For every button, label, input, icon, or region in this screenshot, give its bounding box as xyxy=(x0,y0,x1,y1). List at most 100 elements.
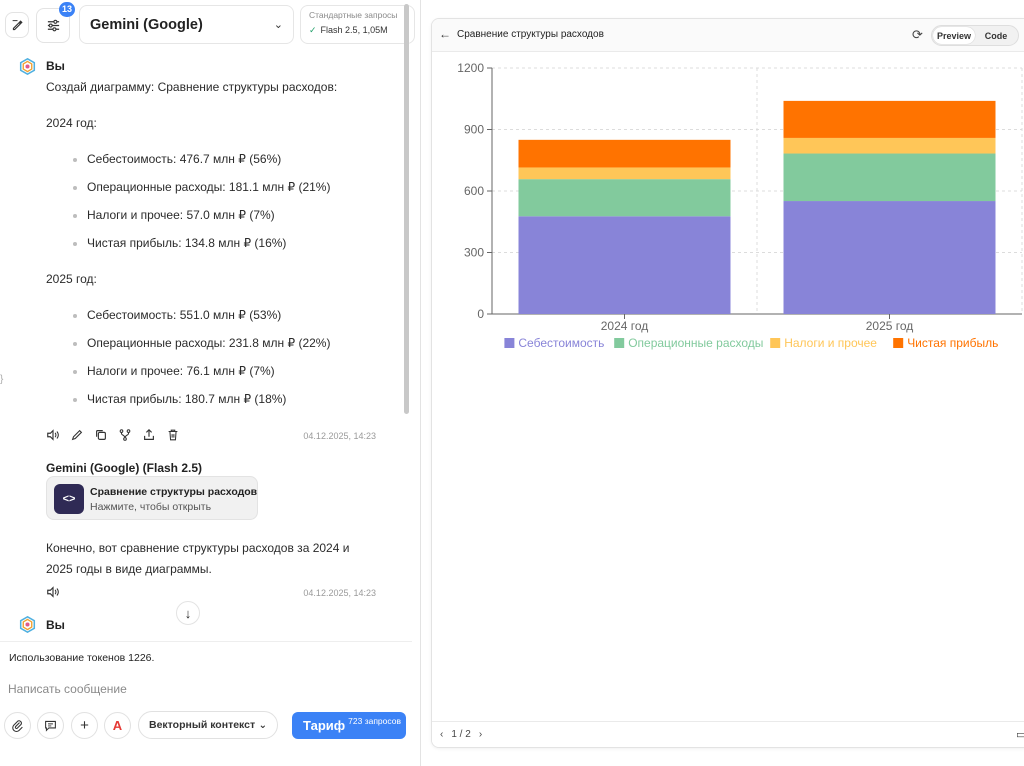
copy-icon[interactable] xyxy=(94,428,108,442)
x-tick-label: 2024 год xyxy=(601,319,649,333)
settings-badge: 13 xyxy=(58,2,75,17)
legend-label: Чистая прибыль xyxy=(907,336,998,350)
legend-swatch xyxy=(893,338,904,348)
chat-toolbar: 13 Gemini (Google) ⌄ Стандартные запросы… xyxy=(0,0,420,50)
tariff-requests: 723 запросов xyxy=(348,715,401,726)
tariff-label: Тариф xyxy=(303,718,346,733)
back-arrow-icon[interactable]: ← xyxy=(439,27,451,41)
artifact-card[interactable]: <> Сравнение структуры расходов Нажмите,… xyxy=(46,476,258,520)
trash-icon[interactable] xyxy=(166,428,180,442)
legend-swatch xyxy=(504,338,515,348)
list-item: Себестоимость: 476.7 млн ₽ (56%) xyxy=(87,152,282,166)
tab-preview[interactable]: Preview xyxy=(933,27,975,44)
list-item: Операционные расходы: 181.1 млн ₽ (21%) xyxy=(87,180,331,194)
view-toggle: Preview Code xyxy=(931,25,1019,46)
artifact-title: Сравнение структуры расходов xyxy=(90,486,258,498)
settings-button[interactable]: 13 xyxy=(36,2,75,43)
bar-segment xyxy=(783,100,996,138)
bar-segment xyxy=(518,179,731,217)
legend-swatch xyxy=(770,338,781,348)
code-icon: <> xyxy=(54,484,84,514)
user-message-year2: 2025 год: xyxy=(46,272,97,286)
user-avatar-icon xyxy=(19,616,36,633)
model-select[interactable]: Gemini (Google) ⌄ xyxy=(79,5,294,44)
list-bullet xyxy=(73,214,77,218)
font-button[interactable]: A xyxy=(104,712,131,739)
legend-swatch xyxy=(614,338,625,348)
pager-label: 1 / 2 xyxy=(451,729,471,740)
list-item: Налоги и прочее: 76.1 млн ₽ (7%) xyxy=(87,364,275,378)
next-message-author: Вы xyxy=(46,618,65,632)
chevron-down-icon: ⌄ xyxy=(273,19,283,31)
chevron-down-icon: ⌄ xyxy=(258,719,267,731)
message-input[interactable] xyxy=(8,682,388,696)
chevron-left-icon[interactable]: ‹ xyxy=(440,729,444,740)
chat-pane: 13 Gemini (Google) ⌄ Стандартные запросы… xyxy=(0,0,420,766)
pane-divider[interactable] xyxy=(420,0,421,766)
scroll-to-bottom-button[interactable]: ↓ xyxy=(176,601,200,625)
bar-segment xyxy=(518,139,731,168)
font-a-icon: A xyxy=(112,718,123,733)
user-message-author: Вы xyxy=(46,59,65,73)
tariff-button[interactable]: Тариф 723 запросов xyxy=(292,712,406,739)
speaker-icon[interactable] xyxy=(46,585,60,599)
plus-icon: + xyxy=(80,717,89,734)
pager: ‹ 1 / 2 › xyxy=(440,729,482,740)
user-message-year1: 2024 год: xyxy=(46,116,97,130)
speaker-icon[interactable] xyxy=(46,428,60,442)
list-bullet xyxy=(73,186,77,190)
composer: Использование токенов 1226. + A Векторны… xyxy=(0,641,412,766)
list-bullet xyxy=(73,370,77,374)
new-chat-button[interactable] xyxy=(5,12,29,38)
list-bullet xyxy=(73,342,77,346)
chat-bubble-icon xyxy=(45,720,56,732)
list-item: Себестоимость: 551.0 млн ₽ (53%) xyxy=(87,308,282,322)
artifact-subtitle: Нажмите, чтобы открыть xyxy=(90,501,212,513)
attach-button[interactable] xyxy=(4,712,31,739)
refresh-icon[interactable]: ⟳ xyxy=(912,27,923,42)
branch-icon[interactable] xyxy=(118,428,132,442)
standard-requests-title: Стандартные запросы xyxy=(309,10,398,20)
prompts-button[interactable] xyxy=(37,712,64,739)
legend-label: Себестоимость xyxy=(518,336,604,350)
assistant-message-text: 2025 годы в виде диаграммы. xyxy=(46,562,212,576)
y-tick-label: 600 xyxy=(464,184,484,198)
window-icon[interactable]: ▭ xyxy=(1016,728,1024,741)
share-icon[interactable] xyxy=(142,428,156,442)
tab-code[interactable]: Code xyxy=(984,30,1008,41)
y-tick-label: 900 xyxy=(464,123,484,137)
bar-segment xyxy=(518,167,731,180)
standard-requests-value: Flash 2.5, 1,05M xyxy=(320,25,388,35)
list-bullet xyxy=(73,314,77,318)
bar-segment xyxy=(783,153,996,202)
y-tick-label: 300 xyxy=(464,246,484,260)
list-item: Чистая прибыль: 134.8 млн ₽ (16%) xyxy=(87,236,287,250)
assistant-message-actions xyxy=(46,585,60,599)
standard-requests-box[interactable]: Стандартные запросы ✓ Flash 2.5, 1,05M xyxy=(300,5,415,44)
assistant-message-author: Gemini (Google) (Flash 2.5) xyxy=(46,461,203,475)
list-item: Налоги и прочее: 57.0 млн ₽ (7%) xyxy=(87,208,275,222)
vector-context-select[interactable]: Векторный контекст ⌄ xyxy=(138,711,278,739)
user-message-timestamp: 04.12.2025, 14:23 xyxy=(303,431,376,441)
paperclip-icon xyxy=(12,720,23,732)
edit-icon xyxy=(12,19,23,30)
list-item: Операционные расходы: 231.8 млн ₽ (22%) xyxy=(87,336,331,350)
chevron-right-icon[interactable]: › xyxy=(478,729,483,740)
pencil-icon[interactable] xyxy=(70,428,84,442)
legend-label: Операционные расходы xyxy=(628,336,763,350)
chat-scrollbar[interactable] xyxy=(404,4,409,414)
add-button[interactable]: + xyxy=(71,712,98,739)
check-icon: ✓ xyxy=(309,25,317,35)
x-tick-label: 2025 год xyxy=(866,319,914,333)
list-item: Чистая прибыль: 180.7 млн ₽ (18%) xyxy=(87,392,287,406)
y-tick-label: 0 xyxy=(477,307,484,321)
user-message-intro: Создай диаграмму: Сравнение структуры ра… xyxy=(46,80,338,94)
preview-footer: ‹ 1 / 2 › ▭ xyxy=(432,721,1024,747)
vector-context-label: Векторный контекст xyxy=(149,719,256,731)
bar-segment xyxy=(518,216,731,314)
chart-container: 0 300 600 900 1200 2024 год 2025 год Себестоимо… xyxy=(432,53,1024,363)
bar-segment xyxy=(783,137,996,154)
assistant-message-text: Конечно, вот сравнение структуры расходо… xyxy=(46,541,350,555)
collapse-handle[interactable]: } xyxy=(0,374,4,385)
